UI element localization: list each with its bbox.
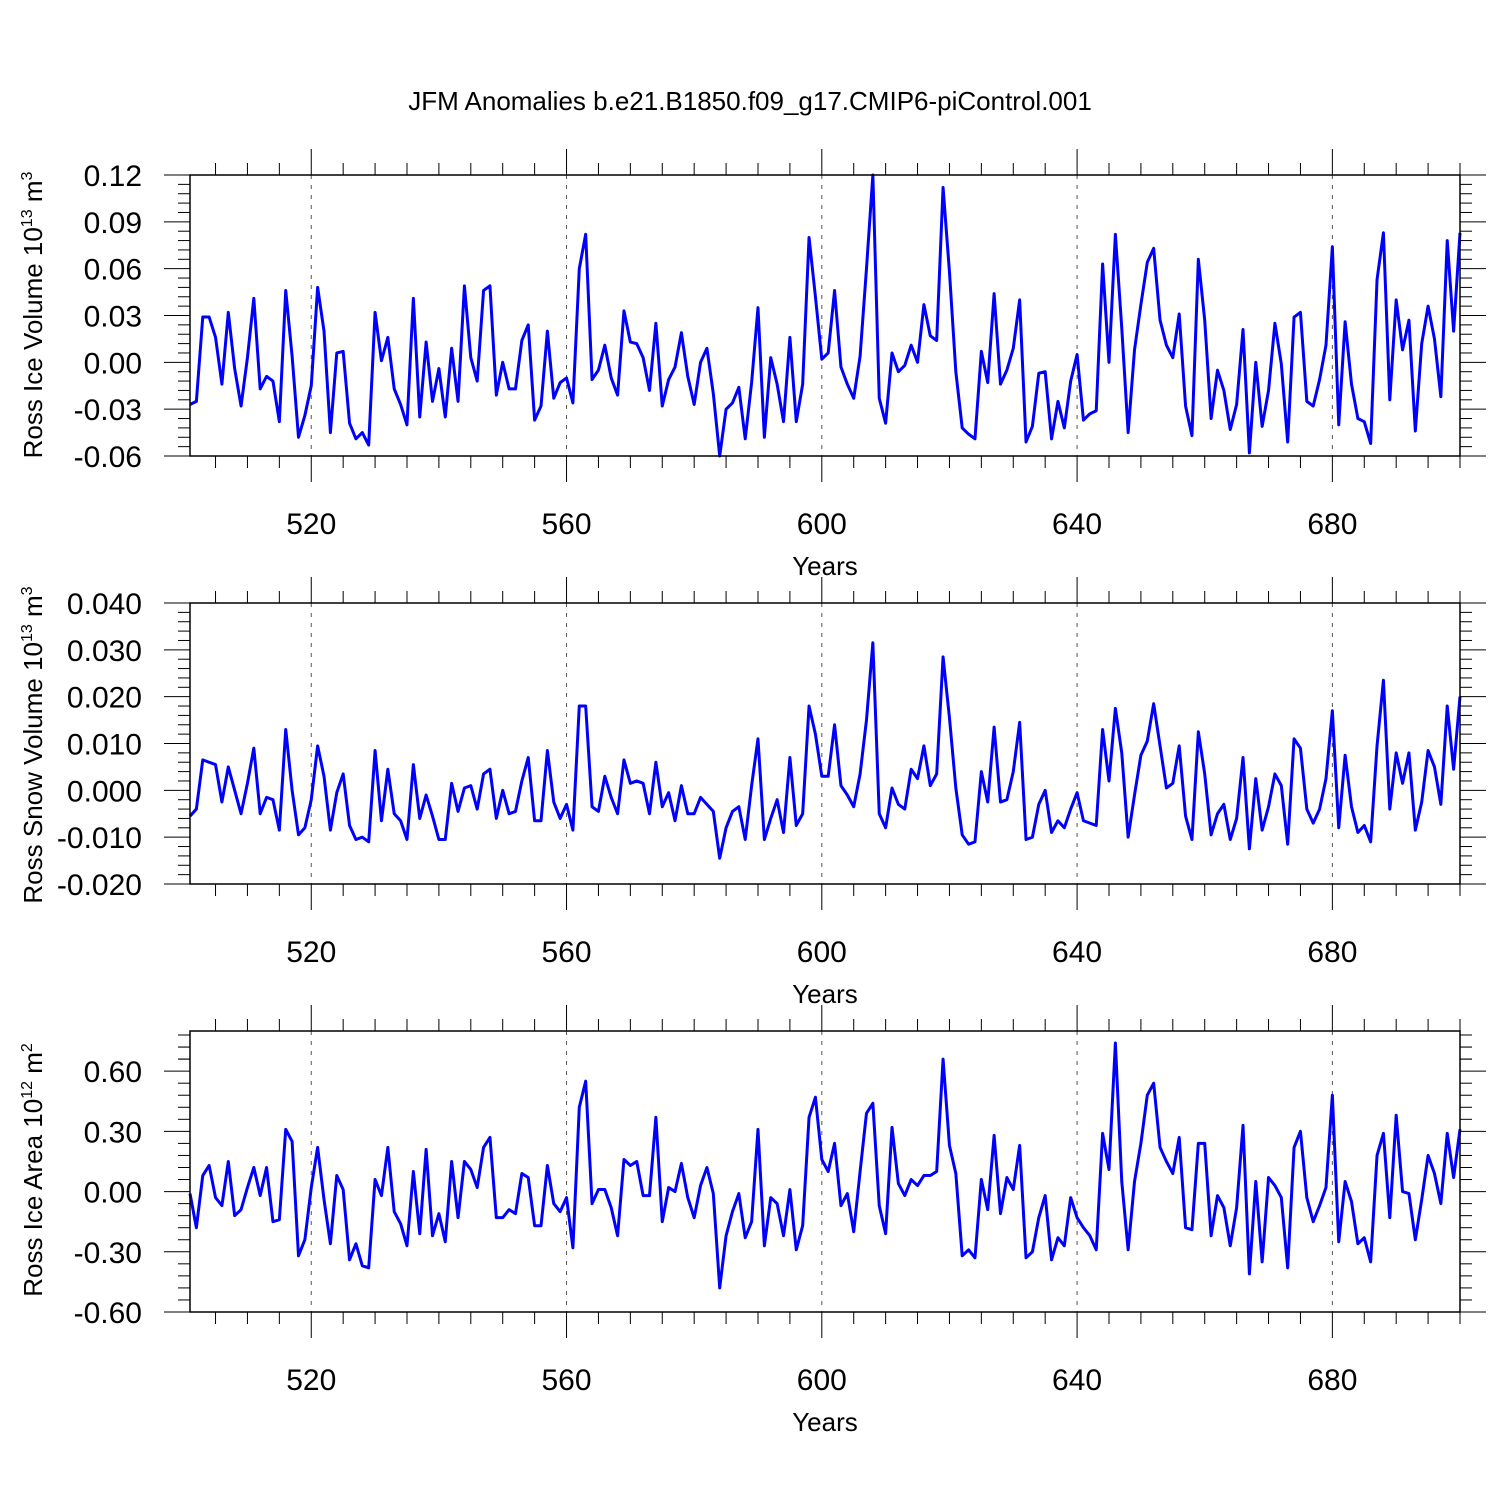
y-tick-label: -0.30	[74, 1237, 142, 1270]
x-tick-label: 680	[1307, 936, 1357, 969]
x-tick-label: 640	[1052, 936, 1102, 969]
x-tick-label: 520	[286, 1364, 336, 1397]
y-axis-title-unit: m	[18, 1052, 48, 1081]
y-axis-title-exponent: 13	[19, 209, 36, 227]
plot-frame	[189, 1030, 1461, 1313]
y-tick-label: 0.12	[84, 160, 142, 193]
y-axis-title: Ross Snow Volume 1013 m3	[18, 586, 48, 903]
y-tick-label: 0.03	[84, 301, 142, 334]
y-axis-title: Ross Ice Volume 1013 m3	[18, 171, 48, 458]
x-tick-label: 640	[1052, 508, 1102, 541]
y-tick-label: 0.06	[84, 254, 142, 287]
y-tick-label: -0.03	[74, 394, 142, 427]
x-tick-label: 600	[797, 936, 847, 969]
y-axis-title-unit-exponent: 3	[19, 586, 36, 595]
x-tick-label: 640	[1052, 1364, 1102, 1397]
y-axis-title: Ross Ice Area 1012 m2	[18, 1043, 48, 1297]
series-line-ice-area	[188, 1041, 1462, 1290]
series-line-ice-volume	[189, 173, 1462, 458]
y-axis-title-main: Ross Snow Volume 10	[18, 642, 48, 904]
y-tick-label: 0.040	[67, 588, 142, 621]
chart-panel-ice-area: -0.60 -0.30 0.00 0.30 0.60 520 560 600 640 680 Yea…	[18, 1005, 1486, 1437]
plot-frame	[189, 602, 1461, 885]
y-tick-label: 0.30	[84, 1116, 142, 1149]
x-tick-label: 600	[797, 1364, 847, 1397]
y-tick-label: 0.000	[67, 775, 142, 808]
x-tick-label: 520	[286, 936, 336, 969]
y-tick-label: 0.00	[84, 1177, 142, 1210]
y-tick-label: -0.020	[57, 869, 142, 902]
x-tick-label: 680	[1307, 1364, 1357, 1397]
y-axis-title-main: Ross Ice Volume 10	[18, 227, 48, 458]
y-axis-title-unit-exponent: 3	[19, 171, 36, 180]
figure-title: JFM Anomalies b.e21.B1850.f09_g17.CMIP6-…	[408, 86, 1092, 116]
x-tick-label: 560	[542, 508, 592, 541]
x-tick-label: 560	[542, 1364, 592, 1397]
y-axis-title-exponent: 12	[19, 1081, 36, 1099]
y-tick-label: -0.60	[74, 1297, 142, 1330]
y-axis-title-main: Ross Ice Area 10	[18, 1099, 48, 1297]
x-axis-title: Years	[792, 1407, 858, 1437]
x-tick-label: 600	[797, 508, 847, 541]
y-axis-title-exponent: 13	[19, 624, 36, 642]
chart-panel-snow-volume: -0.020 -0.010 0.000 0.010 0.020 0.030 0.040 520…	[18, 577, 1486, 1009]
plot-frame	[189, 174, 1461, 457]
y-tick-label: -0.010	[57, 822, 142, 855]
series-line-snow-volume	[188, 641, 1462, 860]
y-tick-label: 0.020	[67, 682, 142, 715]
x-axis-title: Years	[792, 551, 858, 581]
x-tick-label: 680	[1307, 508, 1357, 541]
y-axis-title-unit: m	[18, 595, 48, 624]
y-tick-label: 0.60	[84, 1056, 142, 1089]
y-tick-label: 0.09	[84, 207, 142, 240]
x-tick-label: 560	[542, 936, 592, 969]
chart-panel-ice-volume: -0.06 -0.03 0.00 0.03 0.06 0.09 0.12 520 560 600 6…	[18, 149, 1486, 581]
y-axis-title-unit-exponent: 2	[19, 1043, 36, 1052]
y-tick-label: 0.00	[84, 347, 142, 380]
y-tick-label: 0.010	[67, 729, 142, 762]
x-tick-label: 520	[286, 508, 336, 541]
y-tick-label: 0.030	[67, 635, 142, 668]
x-axis-title: Years	[792, 979, 858, 1009]
panels: -0.06 -0.03 0.00 0.03 0.06 0.09 0.12 520 560 600 6…	[18, 149, 1486, 1437]
y-axis-title-unit: m	[18, 180, 48, 209]
y-tick-label: -0.06	[74, 441, 142, 474]
